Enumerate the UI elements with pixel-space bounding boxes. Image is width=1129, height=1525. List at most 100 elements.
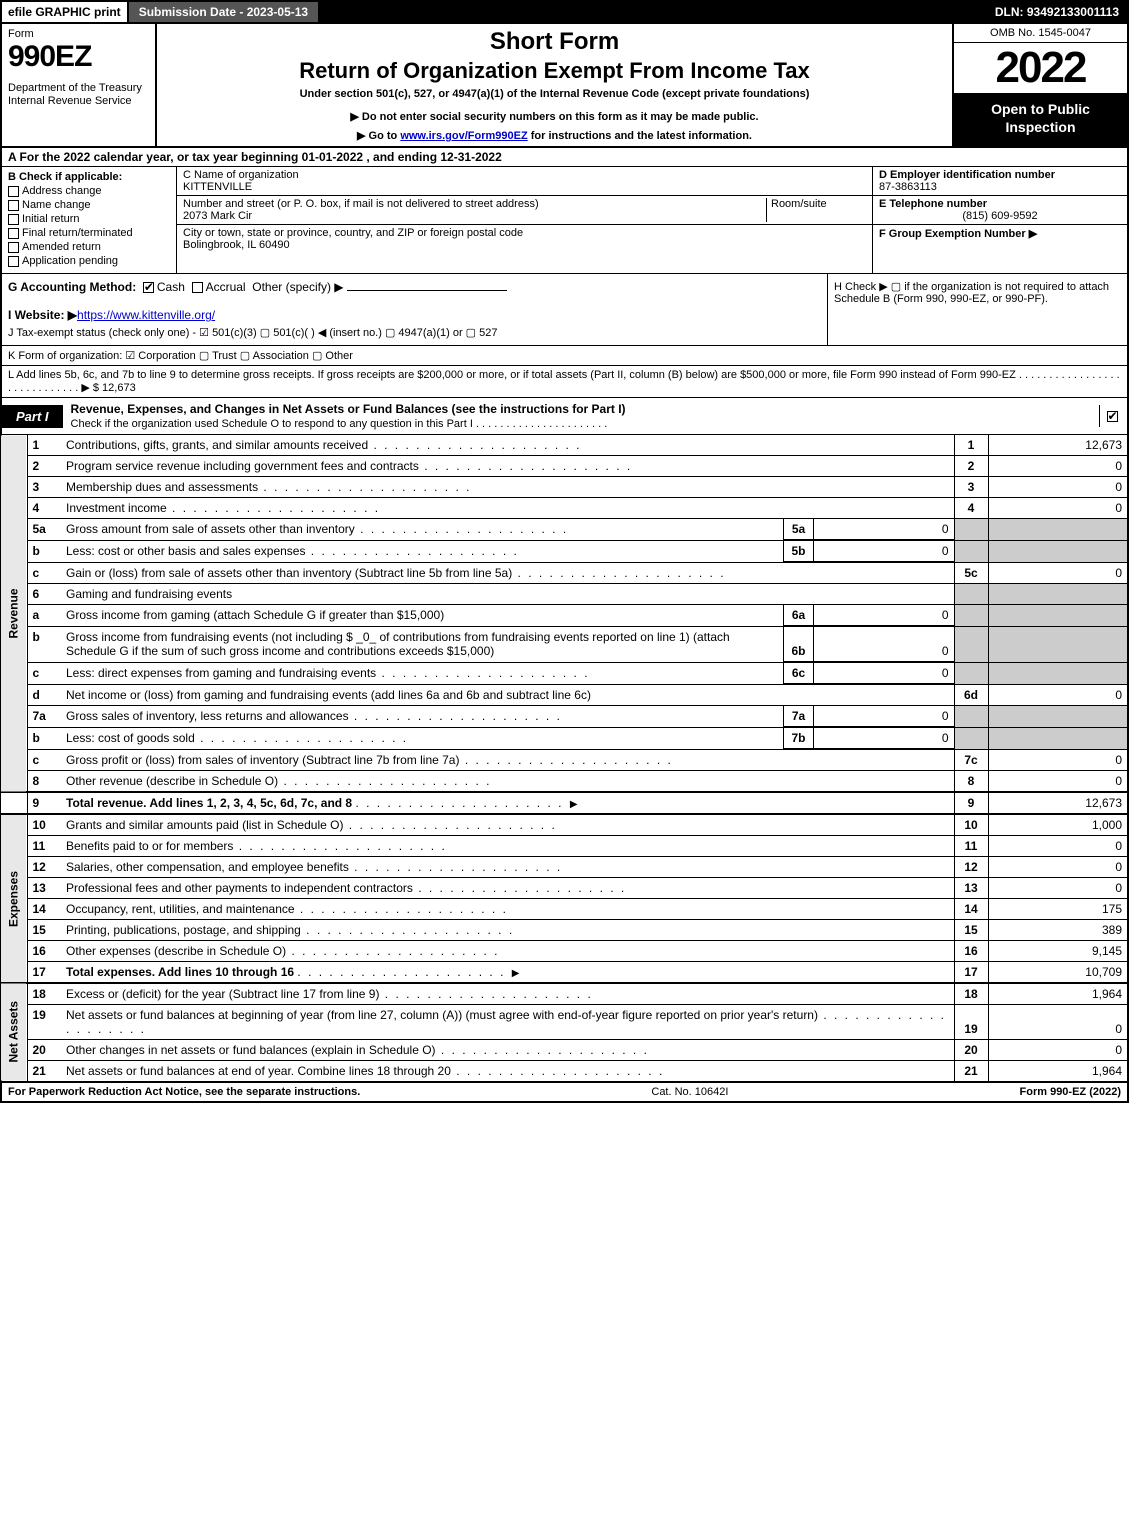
part-i-header: Part I Revenue, Expenses, and Changes in… [0,398,1129,435]
l7b-sn: 7b [784,728,814,749]
l6d-num: d [27,684,61,705]
l5b-sn: 5b [784,541,814,562]
l7c-desc: Gross profit or (loss) from sales of inv… [61,749,954,770]
l14-amt: 175 [988,898,1128,919]
chk-name-change[interactable]: Name change [8,199,170,211]
chk-amended-return[interactable]: Amended return [8,241,170,253]
b-title: B Check if applicable: [8,171,122,183]
l2-r: 2 [954,456,988,477]
org-name-row: C Name of organization KITTENVILLE [177,167,872,196]
l6c-sn: 6c [784,663,814,684]
l6c-row: Less: direct expenses from gaming and fu… [61,662,954,684]
website-link[interactable]: https://www.kittenville.org/ [77,308,215,322]
chk-final-return[interactable]: Final return/terminated [8,227,170,239]
chk-initial-return[interactable]: Initial return [8,213,170,225]
l21-num: 21 [27,1060,61,1081]
l17-amt: 10,709 [988,961,1128,983]
form-number: 990EZ [8,40,149,74]
l3-desc: Membership dues and assessments [61,477,954,498]
l6b-num: b [27,627,61,663]
l5c-num: c [27,563,61,584]
chk-address-change[interactable]: Address change [8,185,170,197]
header-center: Short Form Return of Organization Exempt… [157,24,952,146]
l18-num: 18 [27,983,61,1005]
l10-num: 10 [27,814,61,836]
dln-label: DLN: 93492133001113 [987,2,1127,22]
l5c-amt: 0 [988,563,1128,584]
blank-side [1,792,27,814]
row-a-text: A For the 2022 calendar year, or tax yea… [8,150,502,164]
d-label: D Employer identification number [879,169,1055,181]
org-city-row: City or town, state or province, country… [177,225,872,253]
efile-label[interactable]: efile GRAPHIC print [2,2,129,22]
l10-amt: 1,000 [988,814,1128,836]
l2-desc: Program service revenue including govern… [61,456,954,477]
l5b-row: Less: cost or other basis and sales expe… [61,541,954,563]
expenses-sidelabel: Expenses [1,814,27,983]
org-city: Bolingbrook, IL 60490 [183,239,290,251]
do-not-enter-text: ▶ Do not enter social security numbers o… [165,110,944,123]
accrual-label: Accrual [206,280,246,294]
l18-desc: Excess or (deficit) for the year (Subtra… [61,983,954,1005]
l5b-num: b [27,541,61,563]
chk-accrual[interactable] [192,282,203,293]
l5c-desc: Gain or (loss) from sale of assets other… [61,563,954,584]
l14-num: 14 [27,898,61,919]
l6b-sv: 0 [814,627,954,661]
l5b-sv: 0 [814,541,954,562]
column-h: H Check ▶ ▢ if the organization is not r… [827,274,1127,345]
l5a-r-shaded [954,519,988,541]
l6c-desc: Less: direct expenses from gaming and fu… [61,663,784,684]
l7b-r-shaded [954,727,988,749]
l7b-amt-shaded [988,727,1128,749]
section-gh: G Accounting Method: Cash Accrual Other … [0,274,1129,346]
other-specify-line[interactable] [347,290,507,291]
l5b-desc: Less: cost or other basis and sales expe… [61,541,784,562]
l7a-sv: 0 [814,706,954,727]
l6b-amt-shaded [988,627,1128,663]
chk-cash[interactable] [143,282,154,293]
l1-r: 1 [954,435,988,456]
goto-text: ▶ Go to www.irs.gov/Form990EZ for instru… [165,129,944,142]
page-footer: For Paperwork Reduction Act Notice, see … [0,1082,1129,1103]
part-i-checkbox[interactable] [1099,405,1127,427]
part-i-sub: Check if the organization used Schedule … [71,418,608,430]
telephone-row: E Telephone number (815) 609-9592 [873,196,1127,225]
l21-r: 21 [954,1060,988,1081]
l8-desc: Other revenue (describe in Schedule O) [61,770,954,792]
l17-desc: Total expenses. Add lines 10 through 16 [61,961,954,983]
l6a-r-shaded [954,605,988,627]
l7c-amt: 0 [988,749,1128,770]
l7a-amt-shaded [988,705,1128,727]
under-section-text: Under section 501(c), 527, or 4947(a)(1)… [165,88,944,100]
l5b-amt-shaded [988,541,1128,563]
c-city-label: City or town, state or province, country… [183,227,523,239]
section-bcdef: B Check if applicable: Address change Na… [0,167,1129,274]
l8-amt: 0 [988,770,1128,792]
l6-desc: Gaming and fundraising events [61,584,954,605]
l10-r: 10 [954,814,988,836]
arrow-icon [509,965,523,979]
l6b-row: Gross income from fundraising events (no… [61,627,954,663]
footer-left: For Paperwork Reduction Act Notice, see … [8,1086,360,1098]
l6a-desc: Gross income from gaming (attach Schedul… [61,605,784,626]
l12-num: 12 [27,856,61,877]
l15-desc: Printing, publications, postage, and shi… [61,919,954,940]
omb-number: OMB No. 1545-0047 [954,24,1127,43]
header-right: OMB No. 1545-0047 2022 Open to Public In… [952,24,1127,146]
l16-desc: Other expenses (describe in Schedule O) [61,940,954,961]
row-k-form-of-org: K Form of organization: ☑ Corporation ▢ … [0,346,1129,366]
l6-num: 6 [27,584,61,605]
l7b-sv: 0 [814,728,954,749]
irs-link[interactable]: www.irs.gov/Form990EZ [400,130,527,142]
l13-num: 13 [27,877,61,898]
l10-desc: Grants and similar amounts paid (list in… [61,814,954,836]
l6d-amt: 0 [988,684,1128,705]
l5b-r-shaded [954,541,988,563]
part-i-title: Revenue, Expenses, and Changes in Net As… [63,398,1099,434]
l17-num: 17 [27,961,61,983]
open-to-public: Open to Public Inspection [954,94,1127,146]
form-header: Form 990EZ Department of the Treasury In… [0,24,1129,148]
l3-r: 3 [954,477,988,498]
chk-application-pending[interactable]: Application pending [8,255,170,267]
